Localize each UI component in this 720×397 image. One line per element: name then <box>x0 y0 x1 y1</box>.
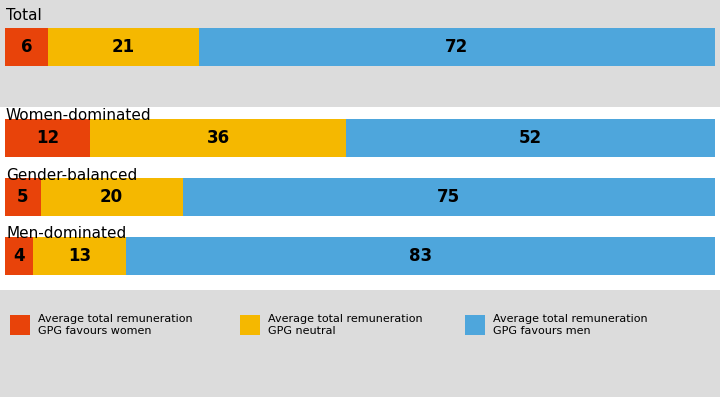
Bar <box>240 315 260 335</box>
Bar <box>126 237 715 275</box>
Text: 21: 21 <box>112 38 135 56</box>
Text: 13: 13 <box>68 247 91 265</box>
Text: Average total remuneration
GPG favours women: Average total remuneration GPG favours w… <box>38 314 193 336</box>
Text: 83: 83 <box>409 247 432 265</box>
Text: 4: 4 <box>14 247 25 265</box>
Text: Total: Total <box>6 8 42 23</box>
Bar <box>90 119 346 157</box>
Bar <box>5 28 48 66</box>
Bar <box>40 178 182 216</box>
Text: 12: 12 <box>36 129 59 147</box>
Bar <box>0 107 720 290</box>
Bar <box>5 119 90 157</box>
Text: 72: 72 <box>445 38 469 56</box>
Text: 20: 20 <box>100 188 123 206</box>
Text: Men-dominated: Men-dominated <box>6 227 126 241</box>
Bar <box>48 28 199 66</box>
Text: Average total remuneration
GPG favours men: Average total remuneration GPG favours m… <box>493 314 647 336</box>
Bar <box>182 178 715 216</box>
Bar <box>5 237 33 275</box>
Text: 75: 75 <box>437 188 460 206</box>
Text: 5: 5 <box>17 188 29 206</box>
Text: 36: 36 <box>207 129 230 147</box>
Bar <box>10 315 30 335</box>
Text: Women-dominated: Women-dominated <box>6 108 152 123</box>
Bar <box>5 178 40 216</box>
Bar <box>33 237 126 275</box>
Text: 52: 52 <box>519 129 542 147</box>
Text: Gender-balanced: Gender-balanced <box>6 168 138 183</box>
Bar <box>199 28 715 66</box>
Text: 6: 6 <box>21 38 32 56</box>
Text: Average total remuneration
GPG neutral: Average total remuneration GPG neutral <box>268 314 423 336</box>
Bar <box>346 119 715 157</box>
Bar <box>465 315 485 335</box>
